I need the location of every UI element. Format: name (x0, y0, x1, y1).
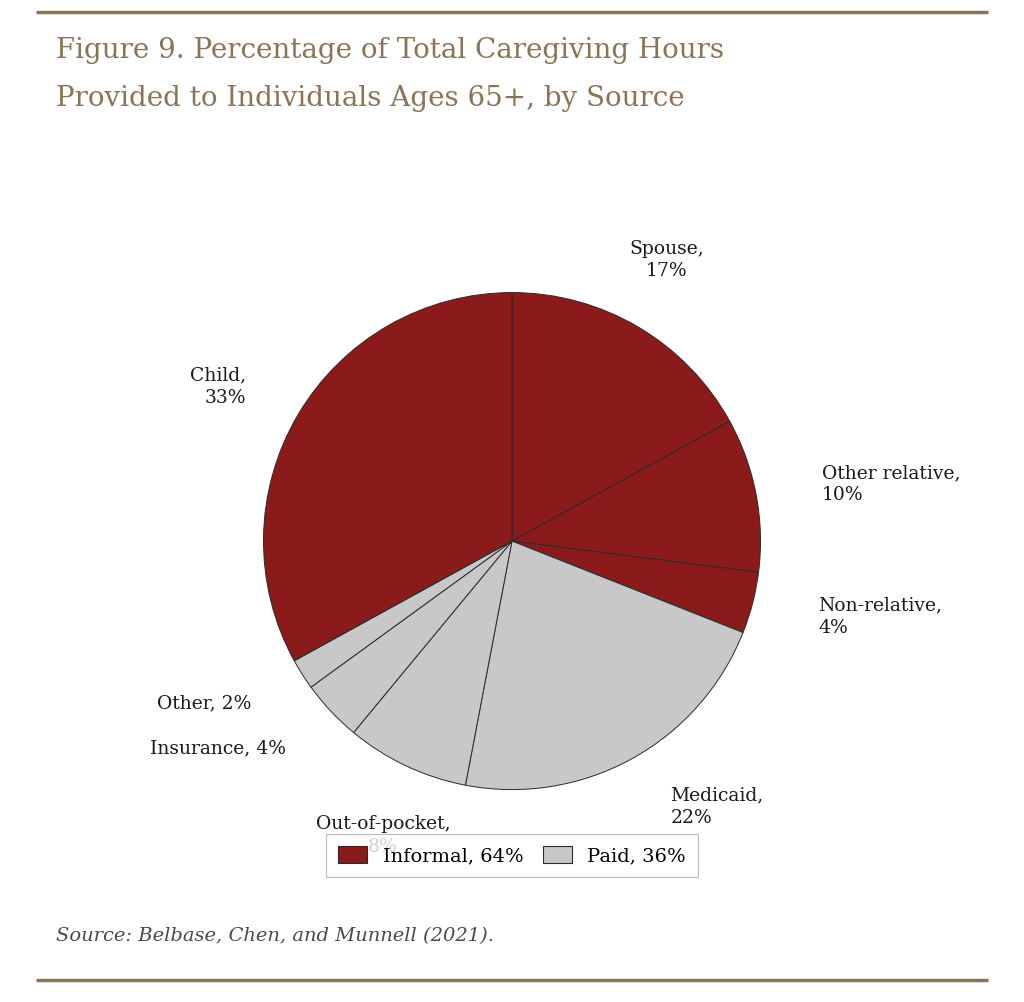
Wedge shape (263, 293, 512, 660)
Text: Other relative,
10%: Other relative, 10% (822, 464, 961, 504)
Wedge shape (512, 541, 759, 632)
Wedge shape (294, 541, 512, 687)
Wedge shape (512, 293, 730, 541)
Text: Provided to Individuals Ages 65+, by Source: Provided to Individuals Ages 65+, by Sou… (56, 85, 685, 112)
Text: Source: Belbase, Chen, and Munnell (2021).: Source: Belbase, Chen, and Munnell (2021… (56, 927, 495, 945)
Text: Out-of-pocket,
8%: Out-of-pocket, 8% (315, 816, 451, 856)
Wedge shape (466, 541, 743, 790)
Wedge shape (311, 541, 512, 732)
Text: Other, 2%: Other, 2% (157, 694, 251, 712)
Wedge shape (512, 422, 761, 572)
Text: Medicaid,
22%: Medicaid, 22% (671, 787, 764, 827)
Legend: Informal, 64%, Paid, 36%: Informal, 64%, Paid, 36% (327, 835, 697, 877)
Text: Figure 9. Percentage of Total Caregiving Hours: Figure 9. Percentage of Total Caregiving… (56, 37, 724, 64)
Text: Non-relative,
4%: Non-relative, 4% (818, 596, 942, 636)
Text: Spouse,
17%: Spouse, 17% (629, 239, 703, 281)
Text: Insurance, 4%: Insurance, 4% (151, 739, 286, 758)
Text: Child,
33%: Child, 33% (190, 367, 246, 407)
Wedge shape (353, 541, 512, 786)
